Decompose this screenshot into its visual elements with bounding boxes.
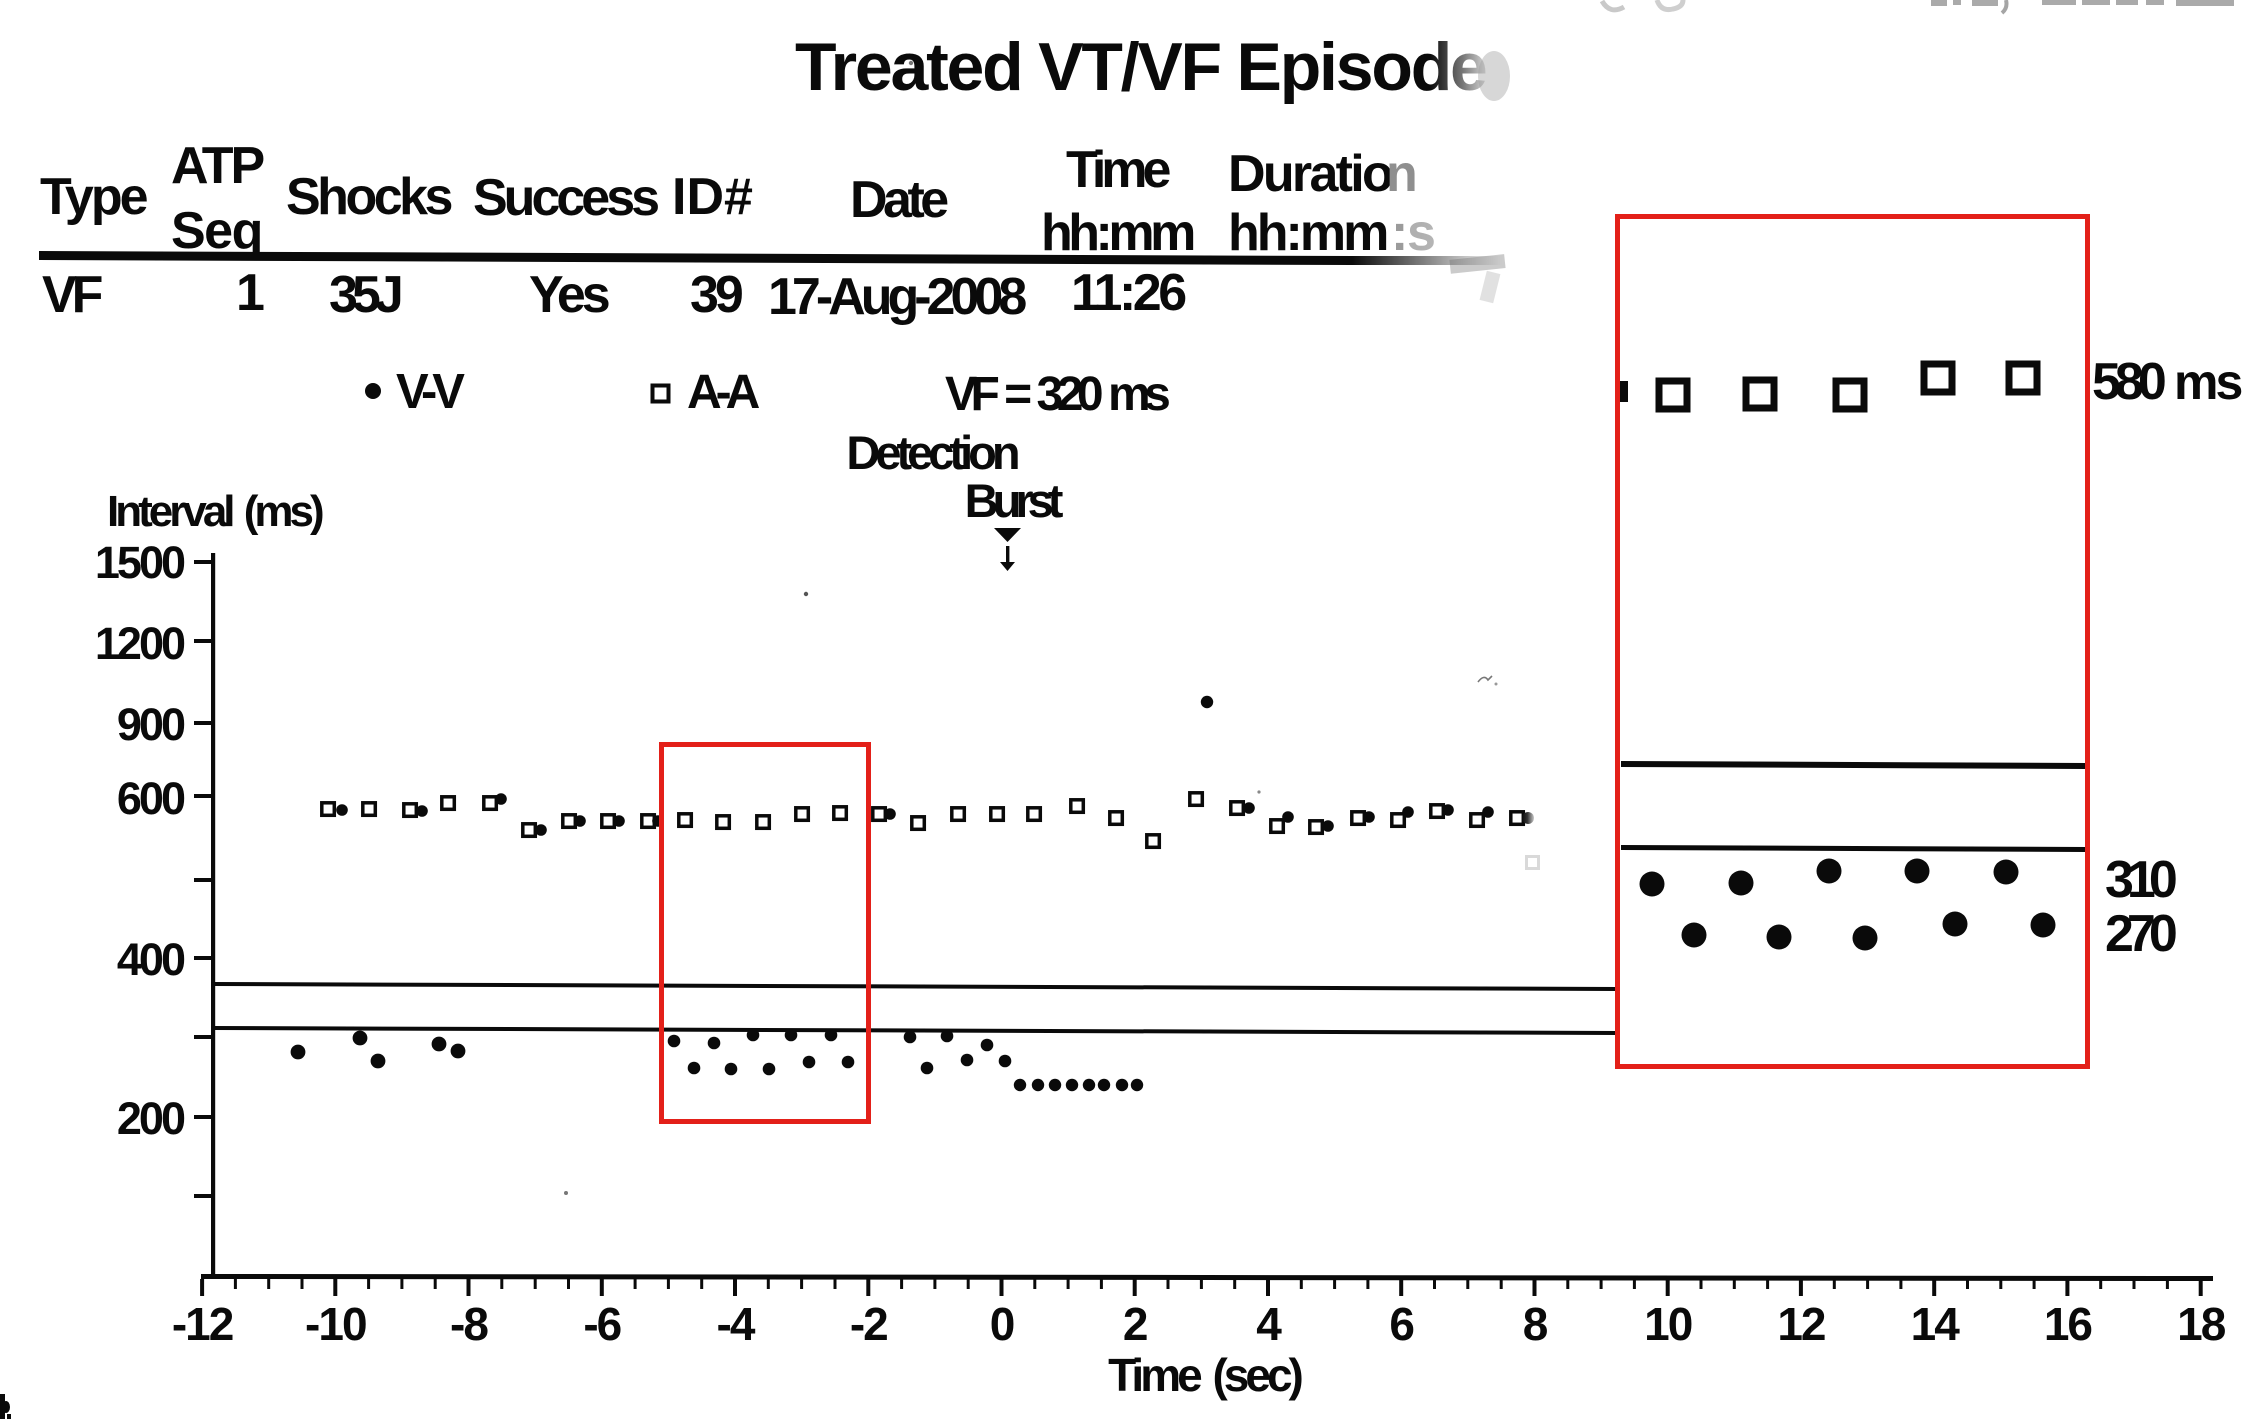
svg-text:Treated VT/VF Episode: Treated VT/VF Episode [795, 29, 1486, 105]
svg-text:-8: -8 [450, 1298, 488, 1350]
svg-text:Shocks: Shocks [286, 168, 452, 226]
svg-text:A-A: A-A [687, 366, 760, 419]
svg-text:12: 12 [1777, 1298, 1825, 1350]
svg-text:270: 270 [2105, 905, 2176, 963]
svg-text:17-Aug-2008: 17-Aug-2008 [768, 268, 1026, 326]
svg-text:VF: VF [42, 266, 102, 324]
svg-text:6: 6 [1389, 1298, 1413, 1350]
svg-text:-10: -10 [305, 1298, 366, 1350]
svg-text:n: n [1386, 145, 1418, 203]
svg-text:-2: -2 [850, 1298, 887, 1350]
svg-text:Interval (ms): Interval (ms) [107, 487, 323, 536]
svg-text:Type: Type [40, 168, 148, 226]
svg-text:18: 18 [2177, 1298, 2226, 1350]
svg-text:10: 10 [1644, 1298, 1692, 1350]
svg-text:1500: 1500 [95, 537, 185, 588]
svg-text:hh:mm: hh:mm [1228, 204, 1387, 262]
svg-text:-12: -12 [172, 1298, 233, 1350]
svg-text:39: 39 [690, 266, 742, 324]
svg-text:Burst: Burst [965, 474, 1064, 527]
svg-text:Date: Date [850, 171, 948, 229]
svg-text:11:26: 11:26 [1071, 264, 1186, 322]
svg-text:V-V: V-V [396, 365, 465, 419]
svg-text:900: 900 [117, 699, 185, 750]
svg-text:35J: 35J [329, 266, 401, 324]
svg-text:ID#: ID# [672, 168, 753, 226]
svg-text:Time (sec): Time (sec) [1108, 1349, 1302, 1401]
svg-text:Duratio: Duratio [1228, 145, 1392, 203]
svg-text:Seq: Seq [171, 202, 262, 260]
svg-text:Yes: Yes [529, 266, 609, 324]
svg-text:400: 400 [117, 934, 185, 985]
svg-text:0: 0 [990, 1298, 1014, 1350]
svg-text:1200: 1200 [95, 618, 185, 669]
svg-text:600: 600 [117, 773, 185, 824]
svg-text:ms: ms [2174, 354, 2241, 410]
svg-text::: : [1391, 204, 1408, 262]
svg-text:200: 200 [117, 1093, 185, 1144]
svg-text:VF = 320 ms: VF = 320 ms [945, 368, 1169, 421]
svg-text:1: 1 [236, 264, 265, 322]
svg-text:Detection: Detection [846, 426, 1017, 479]
svg-text:Time: Time [1066, 141, 1171, 199]
svg-text:ATP: ATP [171, 137, 263, 195]
svg-text:-4: -4 [717, 1298, 756, 1350]
svg-text:4: 4 [1256, 1298, 1282, 1350]
svg-text:14: 14 [1911, 1298, 1961, 1350]
svg-text:Success: Success [473, 169, 658, 227]
svg-text:8: 8 [1523, 1298, 1548, 1350]
svg-text:310: 310 [2105, 851, 2176, 909]
svg-text:2: 2 [1123, 1298, 1147, 1350]
svg-text:-6: -6 [583, 1298, 620, 1350]
svg-text:580: 580 [2092, 353, 2165, 411]
svg-text:hh:mm: hh:mm [1041, 204, 1194, 262]
svg-text:16: 16 [2044, 1298, 2092, 1350]
